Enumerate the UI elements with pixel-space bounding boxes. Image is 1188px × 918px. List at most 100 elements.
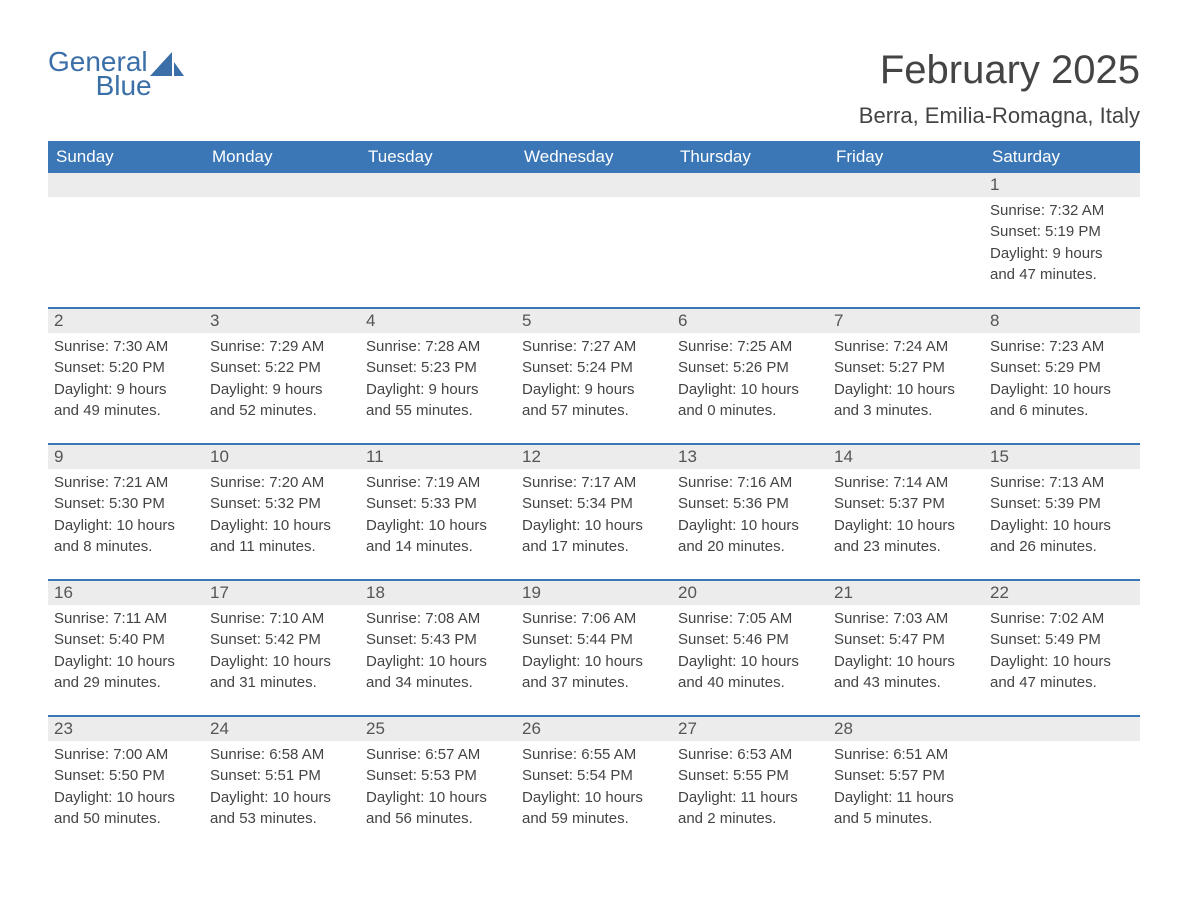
sunset-line: Sunset: 5:50 PM <box>54 766 198 786</box>
sunset-line: Sunset: 5:57 PM <box>834 766 978 786</box>
day-cell: 24Sunrise: 6:58 AMSunset: 5:51 PMDayligh… <box>204 717 360 837</box>
sunset-line: Sunset: 5:29 PM <box>990 358 1134 378</box>
day-number <box>360 173 516 197</box>
weekday-header: Tuesday <box>360 141 516 173</box>
day-cell: 19Sunrise: 7:06 AMSunset: 5:44 PMDayligh… <box>516 581 672 701</box>
daylight-line-2: and 29 minutes. <box>54 673 198 693</box>
week-row: 2Sunrise: 7:30 AMSunset: 5:20 PMDaylight… <box>48 307 1140 429</box>
sunrise-line: Sunrise: 7:17 AM <box>522 473 666 493</box>
day-number: 13 <box>672 445 828 469</box>
logo-text: General Blue <box>48 48 148 100</box>
day-number: 27 <box>672 717 828 741</box>
weekday-header-row: Sunday Monday Tuesday Wednesday Thursday… <box>48 141 1140 173</box>
day-cell: 17Sunrise: 7:10 AMSunset: 5:42 PMDayligh… <box>204 581 360 701</box>
day-body: Sunrise: 7:11 AMSunset: 5:40 PMDaylight:… <box>48 605 204 693</box>
logo-word-blue: Blue <box>96 72 152 100</box>
day-number: 9 <box>48 445 204 469</box>
day-body: Sunrise: 7:30 AMSunset: 5:20 PMDaylight:… <box>48 333 204 421</box>
day-number <box>672 173 828 197</box>
sunrise-line: Sunrise: 7:02 AM <box>990 609 1134 629</box>
day-cell: 28Sunrise: 6:51 AMSunset: 5:57 PMDayligh… <box>828 717 984 837</box>
day-cell <box>360 173 516 293</box>
day-number: 18 <box>360 581 516 605</box>
weekday-header: Monday <box>204 141 360 173</box>
sunset-line: Sunset: 5:24 PM <box>522 358 666 378</box>
day-number: 1 <box>984 173 1140 197</box>
day-cell: 3Sunrise: 7:29 AMSunset: 5:22 PMDaylight… <box>204 309 360 429</box>
daylight-line-1: Daylight: 10 hours <box>678 652 822 672</box>
day-number: 2 <box>48 309 204 333</box>
day-number: 14 <box>828 445 984 469</box>
day-number: 25 <box>360 717 516 741</box>
day-body: Sunrise: 7:17 AMSunset: 5:34 PMDaylight:… <box>516 469 672 557</box>
week-row: 16Sunrise: 7:11 AMSunset: 5:40 PMDayligh… <box>48 579 1140 701</box>
daylight-line-1: Daylight: 11 hours <box>834 788 978 808</box>
day-body: Sunrise: 7:19 AMSunset: 5:33 PMDaylight:… <box>360 469 516 557</box>
daylight-line-2: and 47 minutes. <box>990 673 1134 693</box>
day-number <box>516 173 672 197</box>
day-cell: 15Sunrise: 7:13 AMSunset: 5:39 PMDayligh… <box>984 445 1140 565</box>
daylight-line-1: Daylight: 10 hours <box>54 516 198 536</box>
daylight-line-1: Daylight: 10 hours <box>54 788 198 808</box>
daylight-line-1: Daylight: 10 hours <box>522 788 666 808</box>
location: Berra, Emilia-Romagna, Italy <box>859 103 1140 129</box>
day-cell: 9Sunrise: 7:21 AMSunset: 5:30 PMDaylight… <box>48 445 204 565</box>
daylight-line-2: and 2 minutes. <box>678 809 822 829</box>
day-number: 24 <box>204 717 360 741</box>
day-cell: 7Sunrise: 7:24 AMSunset: 5:27 PMDaylight… <box>828 309 984 429</box>
day-cell: 14Sunrise: 7:14 AMSunset: 5:37 PMDayligh… <box>828 445 984 565</box>
weekday-header: Saturday <box>984 141 1140 173</box>
daylight-line-1: Daylight: 10 hours <box>522 516 666 536</box>
daylight-line-1: Daylight: 10 hours <box>210 516 354 536</box>
daylight-line-2: and 59 minutes. <box>522 809 666 829</box>
day-cell <box>828 173 984 293</box>
sunset-line: Sunset: 5:44 PM <box>522 630 666 650</box>
day-number: 21 <box>828 581 984 605</box>
sunset-line: Sunset: 5:32 PM <box>210 494 354 514</box>
sunrise-line: Sunrise: 7:28 AM <box>366 337 510 357</box>
daylight-line-1: Daylight: 10 hours <box>366 516 510 536</box>
daylight-line-1: Daylight: 11 hours <box>678 788 822 808</box>
daylight-line-2: and 47 minutes. <box>990 265 1134 285</box>
sunset-line: Sunset: 5:47 PM <box>834 630 978 650</box>
day-body: Sunrise: 7:16 AMSunset: 5:36 PMDaylight:… <box>672 469 828 557</box>
sunset-line: Sunset: 5:49 PM <box>990 630 1134 650</box>
daylight-line-2: and 3 minutes. <box>834 401 978 421</box>
weekday-header: Wednesday <box>516 141 672 173</box>
sunrise-line: Sunrise: 7:21 AM <box>54 473 198 493</box>
day-number <box>828 173 984 197</box>
daylight-line-1: Daylight: 10 hours <box>834 380 978 400</box>
daylight-line-2: and 34 minutes. <box>366 673 510 693</box>
day-cell: 26Sunrise: 6:55 AMSunset: 5:54 PMDayligh… <box>516 717 672 837</box>
sunrise-line: Sunrise: 7:16 AM <box>678 473 822 493</box>
day-cell: 5Sunrise: 7:27 AMSunset: 5:24 PMDaylight… <box>516 309 672 429</box>
day-cell: 2Sunrise: 7:30 AMSunset: 5:20 PMDaylight… <box>48 309 204 429</box>
daylight-line-2: and 0 minutes. <box>678 401 822 421</box>
day-body: Sunrise: 7:14 AMSunset: 5:37 PMDaylight:… <box>828 469 984 557</box>
sunrise-line: Sunrise: 6:53 AM <box>678 745 822 765</box>
sunrise-line: Sunrise: 7:05 AM <box>678 609 822 629</box>
day-cell: 21Sunrise: 7:03 AMSunset: 5:47 PMDayligh… <box>828 581 984 701</box>
daylight-line-1: Daylight: 10 hours <box>990 516 1134 536</box>
day-number <box>48 173 204 197</box>
daylight-line-1: Daylight: 9 hours <box>522 380 666 400</box>
day-body: Sunrise: 7:02 AMSunset: 5:49 PMDaylight:… <box>984 605 1140 693</box>
day-cell: 20Sunrise: 7:05 AMSunset: 5:46 PMDayligh… <box>672 581 828 701</box>
day-body: Sunrise: 7:00 AMSunset: 5:50 PMDaylight:… <box>48 741 204 829</box>
day-cell: 11Sunrise: 7:19 AMSunset: 5:33 PMDayligh… <box>360 445 516 565</box>
day-number: 5 <box>516 309 672 333</box>
week-row: 23Sunrise: 7:00 AMSunset: 5:50 PMDayligh… <box>48 715 1140 837</box>
daylight-line-2: and 8 minutes. <box>54 537 198 557</box>
day-body: Sunrise: 7:10 AMSunset: 5:42 PMDaylight:… <box>204 605 360 693</box>
day-body: Sunrise: 7:05 AMSunset: 5:46 PMDaylight:… <box>672 605 828 693</box>
sunset-line: Sunset: 5:42 PM <box>210 630 354 650</box>
daylight-line-2: and 6 minutes. <box>990 401 1134 421</box>
daylight-line-1: Daylight: 10 hours <box>366 652 510 672</box>
day-number: 7 <box>828 309 984 333</box>
sunset-line: Sunset: 5:54 PM <box>522 766 666 786</box>
daylight-line-2: and 40 minutes. <box>678 673 822 693</box>
weekday-header: Sunday <box>48 141 204 173</box>
day-body: Sunrise: 7:23 AMSunset: 5:29 PMDaylight:… <box>984 333 1140 421</box>
day-number: 23 <box>48 717 204 741</box>
week-row: 9Sunrise: 7:21 AMSunset: 5:30 PMDaylight… <box>48 443 1140 565</box>
